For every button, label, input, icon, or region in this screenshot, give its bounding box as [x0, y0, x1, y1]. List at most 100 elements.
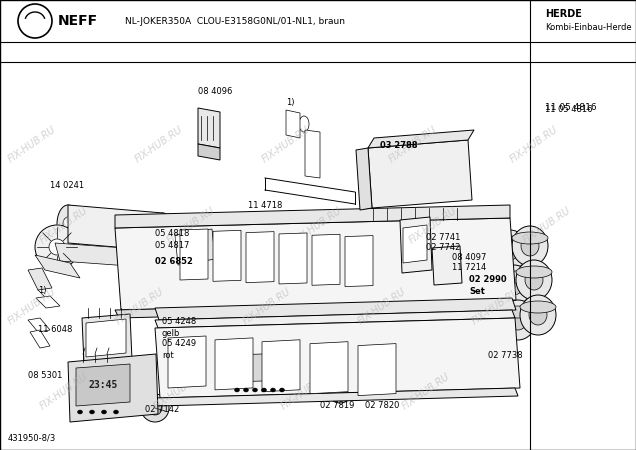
Ellipse shape [381, 374, 395, 390]
Polygon shape [195, 229, 215, 262]
Ellipse shape [520, 301, 556, 313]
Ellipse shape [244, 388, 249, 392]
Ellipse shape [198, 318, 204, 322]
Polygon shape [82, 314, 132, 364]
Text: FIX-HUB.RU: FIX-HUB.RU [521, 205, 573, 245]
Ellipse shape [520, 295, 556, 335]
Text: 08 4096: 08 4096 [198, 87, 232, 96]
Text: FIX-HUB.RU: FIX-HUB.RU [6, 124, 58, 164]
Polygon shape [230, 353, 295, 382]
Polygon shape [198, 144, 220, 160]
Ellipse shape [501, 240, 519, 260]
Text: 11 4718: 11 4718 [248, 201, 282, 210]
Text: FIX-HUB.RU: FIX-HUB.RU [292, 205, 344, 245]
Text: 03 2788: 03 2788 [380, 140, 417, 149]
Text: FIX-HUB.RU: FIX-HUB.RU [508, 124, 560, 164]
Ellipse shape [235, 319, 240, 323]
Text: HERDE: HERDE [545, 9, 582, 19]
Text: FIX-HUB.RU: FIX-HUB.RU [152, 371, 204, 412]
Ellipse shape [500, 300, 536, 340]
Ellipse shape [179, 266, 193, 282]
Text: 11 05 4816: 11 05 4816 [545, 105, 593, 114]
Ellipse shape [474, 276, 510, 288]
Text: 02 7738: 02 7738 [488, 351, 523, 360]
Text: 02 7741: 02 7741 [426, 233, 460, 242]
Text: 1): 1) [286, 98, 294, 107]
Text: 05 4818: 05 4818 [155, 230, 190, 238]
Ellipse shape [374, 372, 402, 380]
Polygon shape [168, 336, 206, 388]
Text: FIX-HUB.RU: FIX-HUB.RU [6, 286, 58, 326]
Text: FIX-HUB.RU: FIX-HUB.RU [400, 371, 452, 412]
Text: FIX-HUB.RU: FIX-HUB.RU [241, 286, 293, 326]
Text: FIX-HUB.RU: FIX-HUB.RU [279, 371, 331, 412]
Ellipse shape [525, 270, 543, 290]
Ellipse shape [158, 225, 168, 239]
Polygon shape [30, 330, 50, 348]
Ellipse shape [326, 378, 354, 386]
Polygon shape [262, 340, 300, 392]
Ellipse shape [163, 317, 167, 321]
Ellipse shape [299, 116, 309, 132]
Ellipse shape [474, 270, 510, 310]
Ellipse shape [289, 320, 293, 324]
Ellipse shape [521, 236, 539, 256]
Polygon shape [286, 110, 300, 138]
Text: 02 7819: 02 7819 [320, 400, 354, 410]
Text: rot: rot [162, 351, 174, 360]
Polygon shape [310, 342, 348, 394]
Ellipse shape [216, 318, 221, 322]
Text: 11 6048: 11 6048 [38, 325, 73, 334]
Text: FIX-HUB.RU: FIX-HUB.RU [38, 205, 90, 245]
Ellipse shape [307, 320, 312, 324]
Polygon shape [358, 344, 396, 396]
Ellipse shape [181, 317, 186, 321]
Text: 11 7214: 11 7214 [452, 264, 487, 273]
Text: FIX-HUB.RU: FIX-HUB.RU [165, 205, 217, 245]
Ellipse shape [361, 322, 366, 326]
Ellipse shape [483, 280, 501, 300]
Ellipse shape [270, 388, 275, 392]
Text: FIX-HUB.RU: FIX-HUB.RU [38, 371, 90, 412]
Text: gelb: gelb [162, 328, 181, 338]
Polygon shape [35, 255, 80, 278]
Ellipse shape [436, 253, 458, 279]
Text: 05 4817: 05 4817 [155, 240, 190, 249]
Ellipse shape [374, 367, 402, 397]
Text: 05 4248: 05 4248 [162, 318, 197, 327]
Text: 02 6852: 02 6852 [155, 257, 193, 266]
Polygon shape [28, 268, 52, 290]
Ellipse shape [343, 321, 347, 325]
Polygon shape [68, 205, 163, 251]
Ellipse shape [492, 230, 528, 270]
Polygon shape [246, 232, 274, 283]
Polygon shape [180, 229, 208, 280]
Ellipse shape [261, 388, 266, 392]
Text: FIX-HUB.RU: FIX-HUB.RU [114, 286, 166, 326]
Ellipse shape [470, 235, 506, 275]
Text: 02 7142: 02 7142 [145, 405, 179, 414]
Polygon shape [155, 388, 518, 406]
Text: Set: Set [469, 287, 485, 296]
Ellipse shape [57, 205, 79, 243]
Ellipse shape [492, 236, 528, 248]
Polygon shape [356, 148, 372, 210]
Ellipse shape [478, 305, 514, 345]
Ellipse shape [509, 310, 527, 330]
Text: FIX-HUB.RU: FIX-HUB.RU [356, 286, 408, 326]
Polygon shape [213, 230, 241, 281]
Ellipse shape [529, 305, 547, 325]
Ellipse shape [252, 388, 258, 392]
Polygon shape [279, 233, 307, 284]
Ellipse shape [496, 271, 532, 283]
Circle shape [141, 394, 169, 422]
Circle shape [35, 225, 79, 269]
Ellipse shape [279, 388, 284, 392]
Ellipse shape [470, 241, 506, 253]
Ellipse shape [500, 306, 536, 318]
Ellipse shape [270, 320, 275, 324]
Ellipse shape [479, 245, 497, 265]
Text: 02 2990: 02 2990 [469, 275, 507, 284]
Text: 08 5301: 08 5301 [28, 370, 62, 379]
Text: FIX-HUB.RU: FIX-HUB.RU [406, 205, 459, 245]
